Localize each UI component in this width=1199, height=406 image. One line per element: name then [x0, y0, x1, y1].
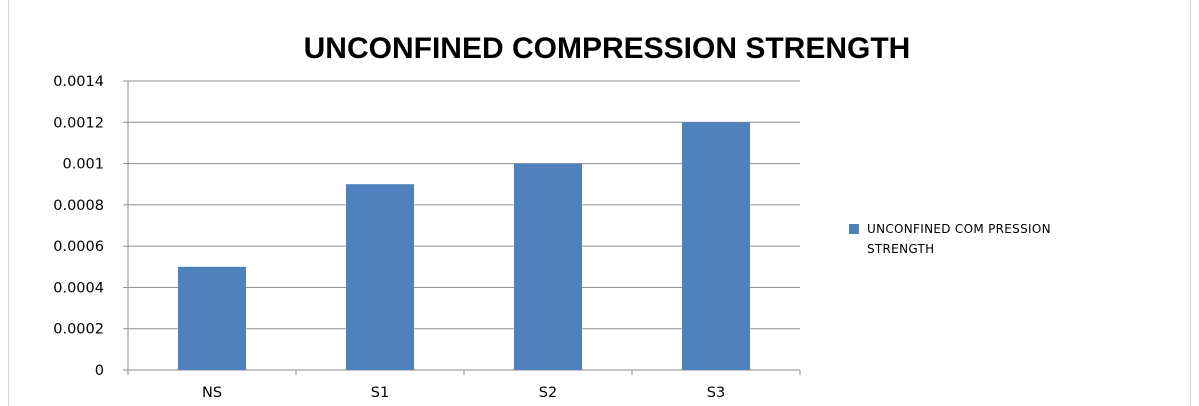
- bar-ns: [177, 266, 247, 370]
- legend: UNCONFINED COM PRESSION STRENGTH: [849, 222, 1051, 256]
- chart-title: UNCONFINED COMPRESSION STRENGTH: [304, 32, 911, 65]
- y-tick-label: 0.0012: [53, 115, 104, 131]
- y-tick-label: 0.0008: [53, 198, 104, 214]
- x-tick-label: S1: [371, 385, 389, 401]
- y-tick-label: 0.001: [62, 157, 104, 173]
- x-tick-label: S3: [707, 385, 725, 401]
- axis-labels: 0 0.0002 0.0004 0.0006 0.0008 0.001 0.0012 0.00…: [53, 74, 725, 401]
- bar-s1: [345, 184, 415, 370]
- bars: [177, 122, 751, 371]
- legend-swatch: [849, 224, 859, 234]
- y-tick-label: 0.0014: [53, 74, 104, 90]
- y-tick-label: 0.0006: [53, 239, 104, 255]
- y-tick-label: 0.0002: [53, 322, 104, 338]
- y-tick-label: 0.0004: [53, 280, 104, 296]
- chart-frame: [8, 0, 1191, 406]
- legend-label-line-2: STRENGTH: [867, 242, 934, 256]
- x-tick-label: NS: [202, 385, 222, 401]
- x-tick-label: S2: [539, 385, 557, 401]
- bar-s2: [513, 163, 583, 370]
- y-tick-label: 0: [95, 363, 104, 379]
- bar-s3: [681, 122, 751, 371]
- legend-label-line-1: UNCONFINED COM PRESSION: [867, 222, 1051, 236]
